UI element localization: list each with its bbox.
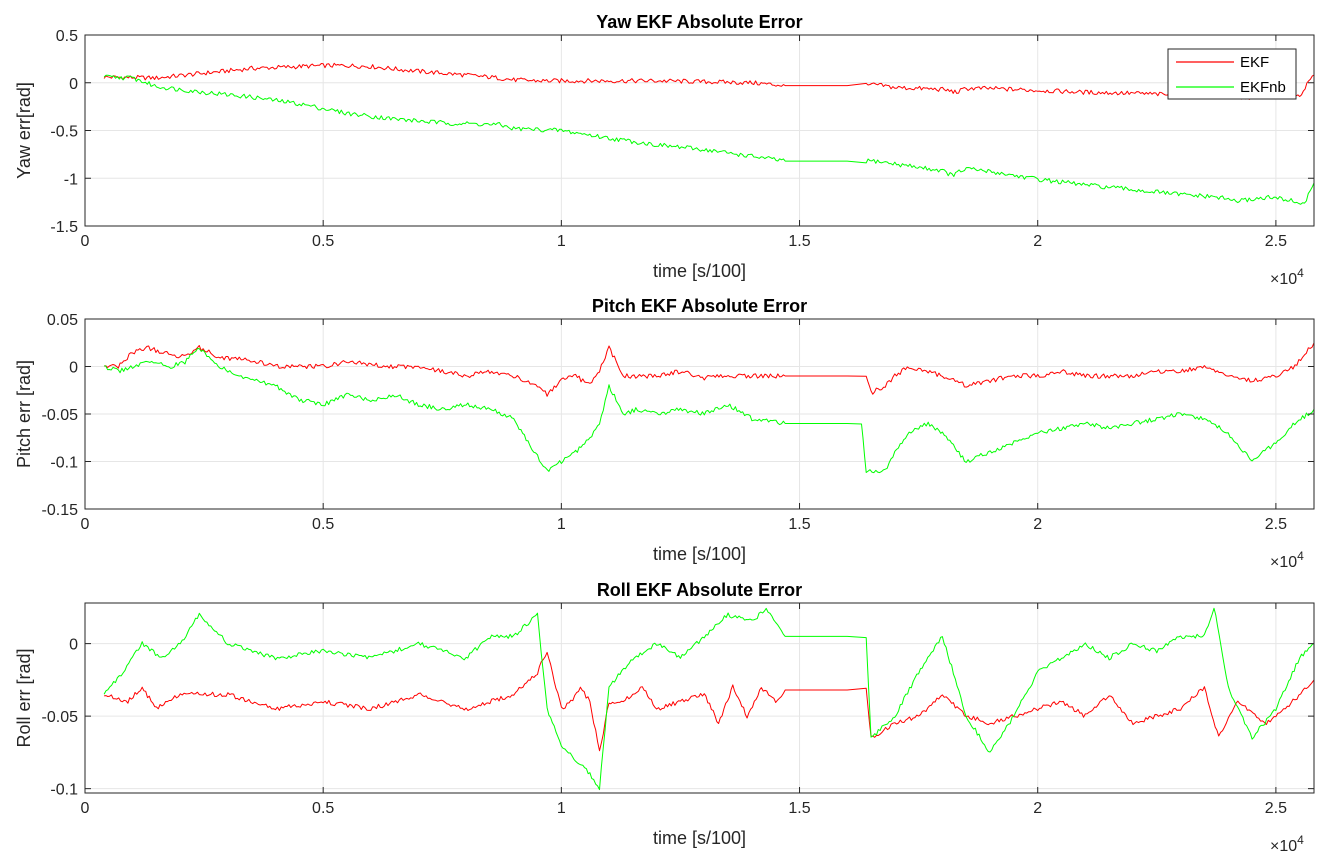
roll-y-tick-label: -0.1 bbox=[50, 782, 78, 799]
pitch-x-tick-label: 2 bbox=[1033, 516, 1042, 533]
yaw-y-tick-label: 0 bbox=[69, 76, 78, 93]
roll-x-tick-label: 0 bbox=[81, 800, 90, 817]
pitch-x-tick-label: 2.5 bbox=[1265, 516, 1287, 533]
pitch-xlabel: time [s/100] bbox=[653, 544, 746, 564]
yaw-y-tick-label: -1 bbox=[64, 171, 78, 188]
roll-x-tick-label: 1 bbox=[557, 800, 566, 817]
pitch-x-multiplier-base: ×10 bbox=[1270, 554, 1297, 571]
roll-xlabel: time [s/100] bbox=[653, 828, 746, 848]
roll-y-tick-label: 0 bbox=[69, 637, 78, 654]
yaw-x-tick-label: 0 bbox=[81, 233, 90, 250]
yaw-x-tick-label: 2.5 bbox=[1265, 233, 1287, 250]
yaw-y-tick-label: -1.5 bbox=[50, 219, 78, 236]
pitch-x-tick-label: 1 bbox=[557, 516, 566, 533]
roll-y-tick-label: -0.05 bbox=[42, 709, 79, 726]
yaw-ylabel: Yaw err[rad] bbox=[14, 82, 34, 179]
roll-x-tick-label: 0.5 bbox=[312, 800, 334, 817]
legend: EKF EKFnb bbox=[1167, 48, 1297, 100]
pitch-x-tick-label: 1.5 bbox=[788, 516, 810, 533]
pitch-y-tick-label: -0.05 bbox=[42, 407, 79, 424]
pitch-x-tick-label: 0.5 bbox=[312, 516, 334, 533]
roll-ylabel: Roll err [rad] bbox=[14, 648, 34, 747]
roll-series-ekfnb-line bbox=[103, 607, 1315, 791]
roll-title: Roll EKF Absolute Error bbox=[597, 580, 802, 600]
legend-ekfnb-label: EKFnb bbox=[1240, 79, 1286, 96]
yaw-x-tick-label: 1.5 bbox=[788, 233, 810, 250]
roll-x-tick-label: 2 bbox=[1033, 800, 1042, 817]
pitch-y-tick-label: 0 bbox=[69, 360, 78, 377]
yaw-x-tick-label: 2 bbox=[1033, 233, 1042, 250]
roll-subplot: Roll EKF Absolute Error time [s/100] Rol… bbox=[14, 580, 1315, 855]
roll-series-ekf-line bbox=[104, 651, 1315, 752]
pitch-y-tick-label: 0.05 bbox=[47, 312, 78, 329]
yaw-x-tick-label: 0.5 bbox=[312, 233, 334, 250]
yaw-y-tick-label: -0.5 bbox=[50, 124, 78, 141]
pitch-x-tick-label: 0 bbox=[81, 516, 90, 533]
yaw-x-tick-label: 1 bbox=[557, 233, 566, 250]
roll-x-multiplier: ×104 bbox=[1270, 833, 1304, 855]
roll-x-multiplier-exponent: 4 bbox=[1297, 833, 1304, 847]
yaw-x-multiplier-base: ×10 bbox=[1270, 271, 1297, 288]
roll-x-tick-label: 1.5 bbox=[788, 800, 810, 817]
roll-x-tick-label: 2.5 bbox=[1265, 800, 1287, 817]
pitch-title: Pitch EKF Absolute Error bbox=[592, 296, 807, 316]
yaw-x-multiplier: ×104 bbox=[1270, 266, 1304, 288]
roll-x-multiplier-base: ×10 bbox=[1270, 838, 1297, 855]
yaw-x-multiplier-exponent: 4 bbox=[1297, 266, 1304, 280]
yaw-y-tick-label: 0.5 bbox=[56, 28, 78, 45]
pitch-series-ekf-line bbox=[103, 342, 1315, 397]
yaw-series-ekfnb-line bbox=[103, 74, 1315, 205]
pitch-ylabel: Pitch err [rad] bbox=[14, 360, 34, 468]
pitch-x-multiplier-exponent: 4 bbox=[1297, 549, 1304, 563]
pitch-y-tick-label: -0.1 bbox=[50, 455, 78, 472]
legend-ekf-label: EKF bbox=[1240, 54, 1269, 71]
yaw-xlabel: time [s/100] bbox=[653, 261, 746, 281]
yaw-title: Yaw EKF Absolute Error bbox=[596, 12, 802, 32]
pitch-y-tick-label: -0.15 bbox=[42, 502, 79, 519]
roll-axes-box bbox=[84, 602, 1315, 794]
yaw-series-ekf-line bbox=[103, 62, 1315, 100]
pitch-series-ekfnb-line bbox=[103, 348, 1315, 474]
roll-plot-area bbox=[85, 603, 1314, 793]
pitch-subplot: Pitch EKF Absolute Error time [s/100] Pi… bbox=[14, 296, 1315, 571]
pitch-x-multiplier: ×104 bbox=[1270, 549, 1304, 571]
yaw-subplot: Yaw EKF Absolute Error time [s/100] Yaw … bbox=[14, 12, 1315, 288]
legend-box bbox=[1167, 48, 1297, 100]
